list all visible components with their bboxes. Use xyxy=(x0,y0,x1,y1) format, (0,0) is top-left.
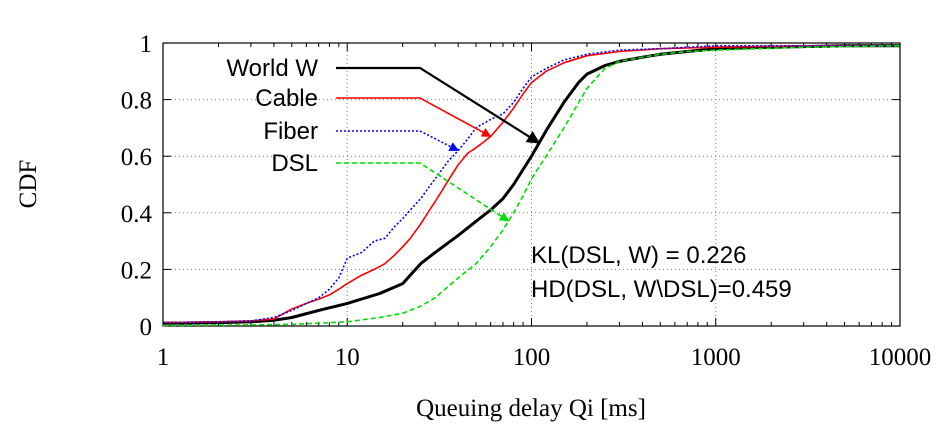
legend-arrow-2 xyxy=(336,130,460,152)
legend-label-2: Fiber xyxy=(263,118,318,145)
x-tick-label: 10000 xyxy=(869,344,932,371)
series-line-cable xyxy=(162,44,900,324)
legend-label-1: Cable xyxy=(255,85,318,112)
x-tick-label: 1000 xyxy=(691,344,741,371)
y-tick-label: 0 xyxy=(140,314,153,341)
x-tick-label: 100 xyxy=(513,344,551,371)
series-lines xyxy=(162,44,901,327)
y-tick-label: 0.6 xyxy=(121,144,152,171)
legend-arrow-0 xyxy=(336,66,541,144)
y-tick-label: 0.2 xyxy=(121,257,152,284)
x-axis-title: Queuing delay Qi [ms] xyxy=(416,395,646,422)
legend-label-0: World W xyxy=(226,55,318,82)
legend-arrow-1 xyxy=(336,97,492,138)
legend-label-3: DSL xyxy=(271,150,318,177)
x-tick-label: 10 xyxy=(335,344,360,371)
legend-arrow-3 xyxy=(336,162,510,222)
y-tick-label: 1 xyxy=(140,31,153,58)
axis-ticks: 1 10 100 1000 10000 0 0.2 0.4 0.6 0.8 1 xyxy=(121,31,932,371)
series-line-dsl xyxy=(162,45,901,327)
y-tick-label: 0.4 xyxy=(121,201,153,228)
y-axis-title: CDF xyxy=(15,160,42,209)
hd-annotation: HD(DSL, W\DSL)=0.459 xyxy=(531,276,792,303)
y-tick-label: 0.8 xyxy=(121,88,152,115)
series-line-fiber xyxy=(162,44,900,324)
x-tick-label: 1 xyxy=(157,344,170,371)
legend: World W Cable Fiber DSL xyxy=(226,55,541,222)
kl-annotation: KL(DSL, W) = 0.226 xyxy=(531,242,746,269)
